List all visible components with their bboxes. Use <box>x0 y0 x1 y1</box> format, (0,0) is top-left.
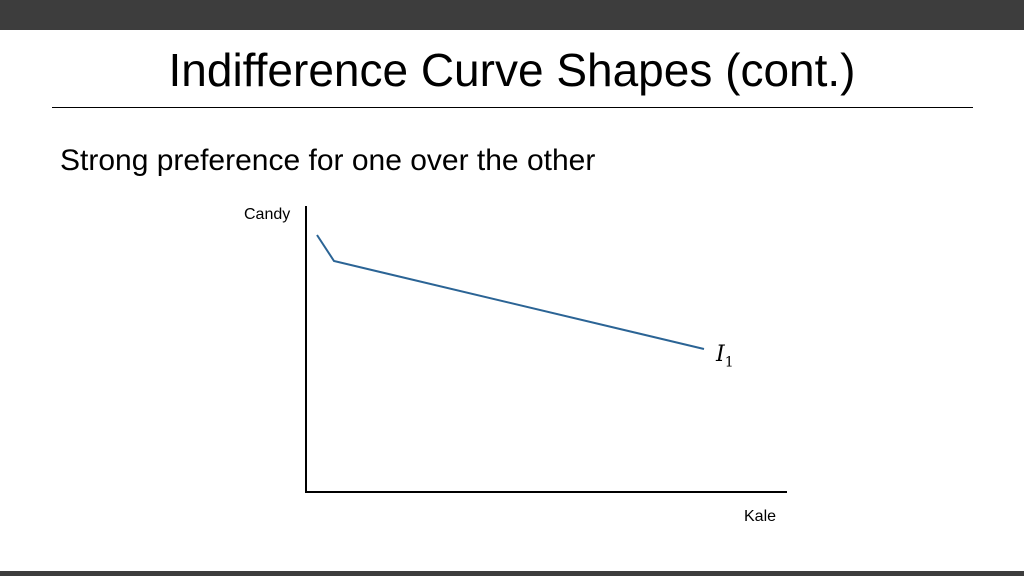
top-bar <box>0 0 1024 30</box>
curve-label-subscript: 1 <box>724 354 734 371</box>
slide-subtitle: Strong preference for one over the other <box>60 144 596 177</box>
indifference-curve-i1 <box>316 234 705 350</box>
bottom-bar <box>0 571 1024 576</box>
slide-title: Indifference Curve Shapes (cont.) <box>168 44 856 96</box>
title-divider <box>52 107 973 108</box>
x-axis-label: Kale <box>744 508 777 525</box>
y-axis-label: Candy <box>244 206 291 223</box>
curve-label-letter: I <box>716 342 725 367</box>
curve-label-i1: I1 <box>716 342 734 370</box>
